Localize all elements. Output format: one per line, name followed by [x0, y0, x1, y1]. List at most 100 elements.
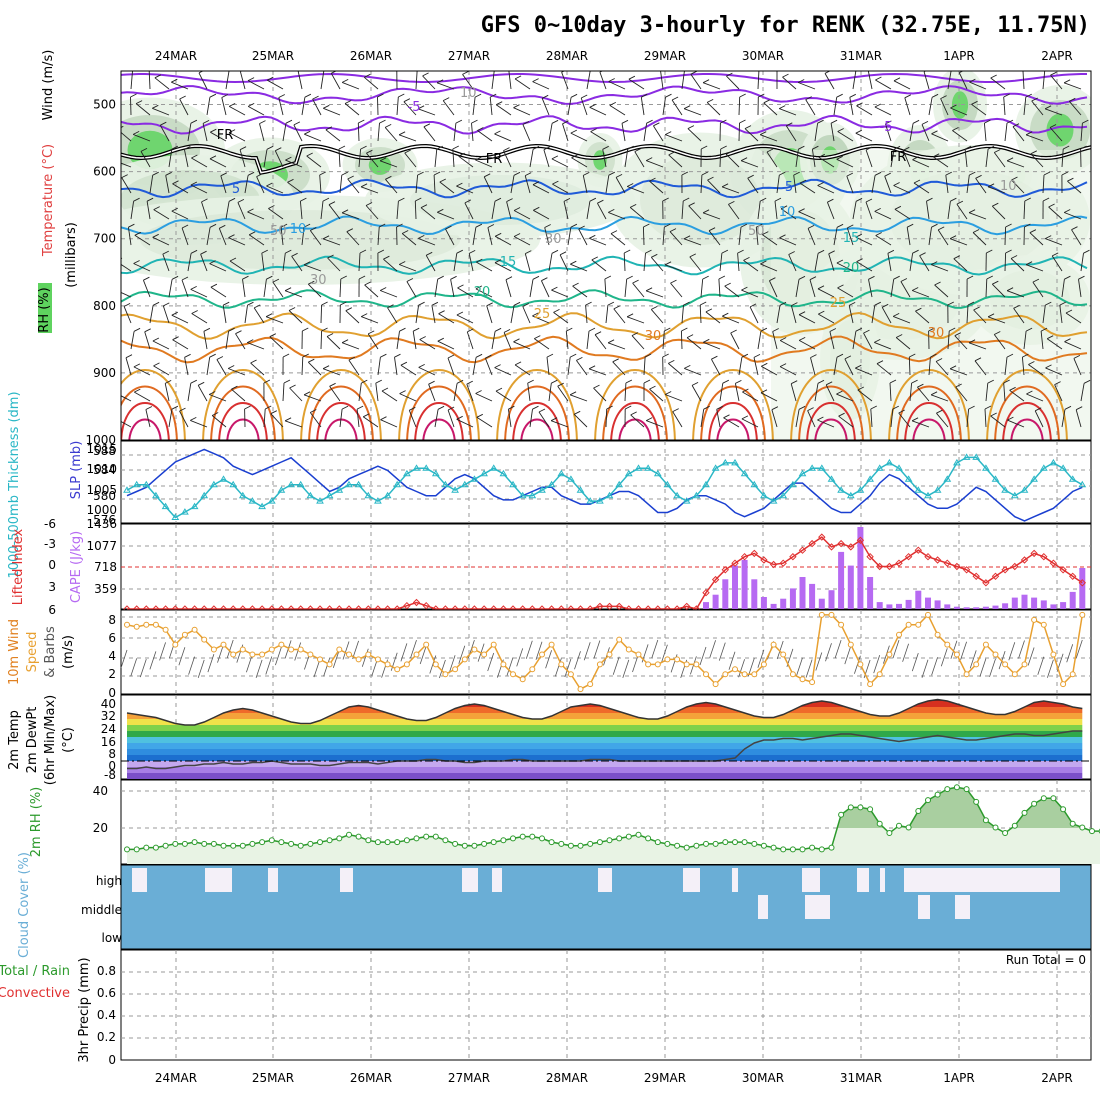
- wind-barb: [409, 406, 416, 411]
- wind-barb: [1011, 179, 1025, 194]
- wind-barb: [341, 78, 349, 83]
- rh2m-point: [317, 839, 323, 846]
- wind-barb: [650, 309, 664, 324]
- isotherm-line: [128, 418, 162, 440]
- wind-barb: [855, 197, 863, 202]
- wind-barb: [403, 98, 411, 103]
- wind-barb: [807, 228, 816, 246]
- wind-barb: [602, 145, 609, 150]
- wind-barb: [817, 419, 835, 428]
- wind-barb: [984, 119, 991, 124]
- wind10m-axis-label: 10m Wind: [7, 619, 22, 685]
- wind-barb: [152, 104, 159, 109]
- wind-barb: [191, 313, 208, 324]
- cloud-axis-label: Cloud Cover (%): [17, 852, 32, 958]
- wind-barb: [702, 82, 721, 90]
- wind-barb: [401, 230, 409, 234]
- wind-barb: [612, 358, 619, 363]
- wind-barb: [242, 275, 249, 280]
- wind-barb: [135, 103, 151, 116]
- wind-barb: [494, 327, 502, 332]
- wind-barb: [308, 358, 315, 363]
- wind-barb: [253, 304, 261, 309]
- wind-barb: [1042, 174, 1045, 194]
- cape-bar: [963, 607, 970, 609]
- wind-barb: [615, 173, 623, 178]
- wind-barb: [320, 201, 324, 220]
- wind-barb: [209, 155, 217, 160]
- wind-barb: [711, 358, 721, 376]
- rh2m-point: [432, 833, 439, 840]
- wind-speed-point: [1079, 611, 1086, 618]
- wind-barb: [670, 282, 683, 298]
- thickness-point: [837, 486, 845, 493]
- wind-barb: [210, 128, 217, 133]
- rh2m-point: [374, 839, 381, 846]
- wind-barb: [871, 175, 876, 194]
- rh2m-point: [1011, 822, 1018, 829]
- wind-barb: [570, 129, 578, 134]
- wind-barb: [447, 406, 455, 411]
- wind-barb: [171, 81, 189, 90]
- wind-barb: [285, 156, 292, 161]
- wind-barb: [265, 316, 284, 324]
- wind-barb: [513, 107, 531, 116]
- wind-barb: [1048, 206, 1063, 220]
- wind-barb: [121, 162, 132, 168]
- wind-barb: [849, 97, 854, 116]
- wind-barb: [209, 158, 227, 168]
- wind-barb: [887, 253, 892, 272]
- wind-barb: [135, 100, 143, 105]
- wind-barb: [608, 81, 626, 90]
- isotherm-line: [121, 72, 1087, 84]
- wind-barb: [291, 252, 298, 257]
- wind-barb: [716, 405, 723, 410]
- wind-barb: [795, 409, 800, 428]
- wind-barb: [375, 379, 383, 384]
- wind-barb: [623, 252, 626, 272]
- wind-barb: [197, 659, 205, 679]
- lifted-index-point: [914, 546, 923, 554]
- wind-barb: [285, 159, 303, 168]
- wind-barb: [911, 287, 919, 291]
- wind-barb: [986, 275, 994, 280]
- wind-barb: [771, 406, 779, 411]
- thickness-point: [846, 491, 855, 499]
- wind-barb: [919, 252, 926, 257]
- wind-barb: [562, 123, 569, 142]
- wind-barb: [623, 249, 631, 254]
- precip-convective-label: Convective: [0, 986, 70, 1001]
- wind-barb: [171, 405, 179, 410]
- wind-barb: [1042, 305, 1046, 324]
- wind-barb: [437, 275, 444, 280]
- wind-barb: [423, 126, 436, 142]
- wind-barb: [1059, 305, 1063, 324]
- wind-barb: [953, 255, 961, 260]
- wind-barb: [687, 125, 695, 130]
- rh2m-point: [693, 842, 700, 849]
- thickness-point: [817, 464, 826, 471]
- wind-barb: [476, 413, 484, 418]
- wind-barb: [889, 382, 892, 402]
- wind-barb: [489, 97, 493, 116]
- wind-barb: [947, 330, 950, 350]
- wind-speed-point: [828, 611, 835, 618]
- rh-core: [1046, 113, 1074, 147]
- wind-barb: [779, 337, 787, 341]
- wind-barb: [1013, 304, 1020, 309]
- wind-barb: [1010, 255, 1018, 259]
- rh2m-point: [181, 840, 188, 847]
- thickness-point: [972, 453, 981, 460]
- wind-speed-point: [239, 646, 246, 653]
- wind-barb: [884, 176, 892, 194]
- wind-barb: [1068, 101, 1082, 116]
- wind-barb: [863, 332, 873, 350]
- wind-barb: [760, 260, 767, 265]
- pressure-tick: 800: [93, 299, 116, 313]
- cape-bar: [1031, 597, 1038, 609]
- wind-barb: [828, 253, 835, 272]
- wind-barb: [630, 414, 645, 428]
- wind-barb: [361, 379, 368, 384]
- wind-barb: [844, 645, 852, 665]
- wind-barb: [534, 335, 541, 340]
